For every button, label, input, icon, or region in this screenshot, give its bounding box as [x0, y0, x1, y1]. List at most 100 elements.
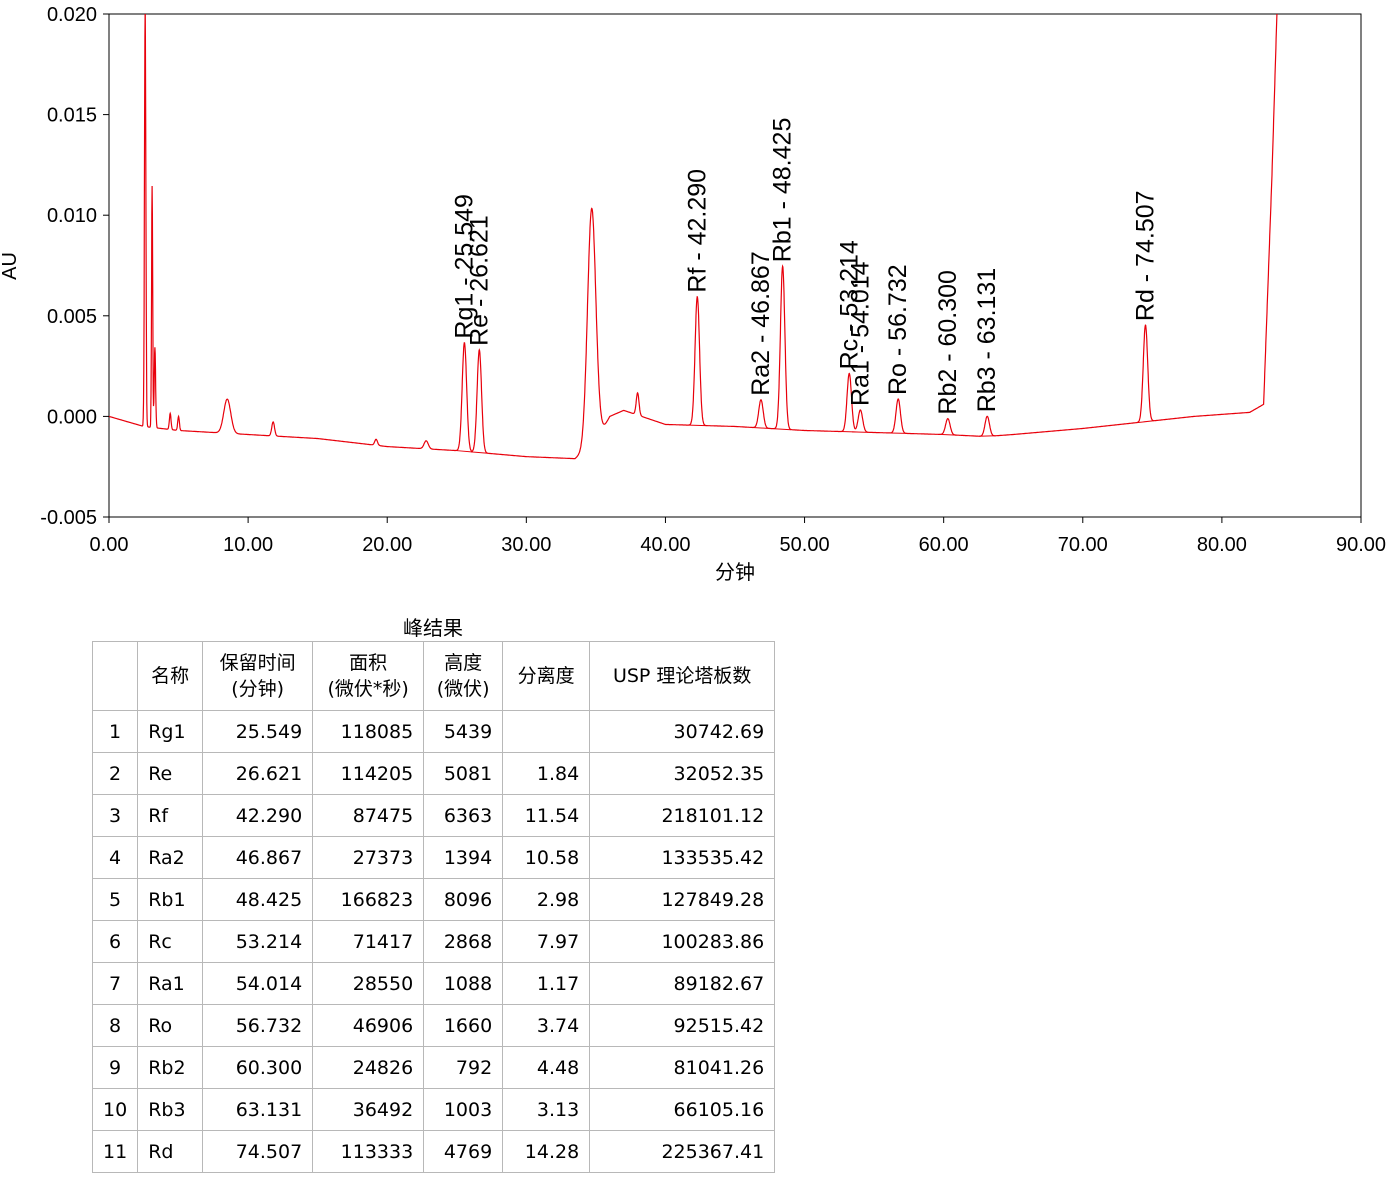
cell-area: 27373 [312, 836, 425, 879]
peak-label-rb2: Rb2 - 60.300 [934, 270, 962, 415]
header-plates: USP 理论塔板数 [589, 641, 776, 711]
cell-plates: 81041.26 [589, 1046, 776, 1089]
peak-baseline-rb2 [939, 433, 957, 436]
header-name: 名称 [137, 641, 204, 711]
cell-index: 9 [91, 1046, 139, 1089]
cell-rt: 46.867 [202, 836, 314, 879]
cell-resolution: 2.98 [502, 878, 591, 921]
cell-height: 8096 [423, 878, 504, 921]
cell-name: Rb3 [137, 1088, 204, 1131]
x-tick-label: 90.00 [1336, 534, 1386, 556]
cell-rt: 25.549 [202, 710, 314, 753]
cell-rt: 53.214 [202, 920, 314, 963]
cell-index: 2 [91, 752, 139, 795]
cell-plates: 218101.12 [589, 794, 776, 837]
cell-plates: 92515.42 [589, 1004, 776, 1047]
cell-area: 71417 [312, 920, 425, 963]
cell-name: Ro [137, 1004, 204, 1047]
peak-label-rg1: Rg1 - 25.549 [450, 194, 478, 339]
cell-height: 6363 [423, 794, 504, 837]
header-retention-time-line1: 保留时间 [219, 652, 296, 674]
y-tick-label: 0.000 [47, 406, 97, 428]
cell-height: 1003 [423, 1088, 504, 1131]
cell-rt: 54.014 [202, 962, 314, 1005]
table-row: 7 Ra1 54.014 28550 1088 1.17 89182.67 [91, 962, 776, 1005]
cell-height: 4769 [423, 1130, 504, 1173]
table-row: 2 Re 26.621 114205 5081 1.84 32052.35 [91, 752, 776, 795]
cell-rt: 26.621 [202, 752, 314, 795]
peak-label-ra1: Ra1 - 54.014 [846, 261, 874, 406]
y-axis: -0.005 0.000 0.005 0.010 0.015 0.020 [40, 4, 109, 529]
table-row: 6 Rc 53.214 71417 2868 7.97 100283.86 [91, 920, 776, 963]
y-tick-label: -0.005 [40, 507, 97, 529]
cell-index: 8 [91, 1004, 139, 1047]
cell-name: Rf [137, 794, 204, 837]
x-axis: 0.00 10.00 20.00 30.00 40.00 50.00 60.00 70.00 8… [90, 517, 1386, 556]
cell-rt: 74.507 [202, 1130, 314, 1173]
x-tick-label: 70.00 [1058, 534, 1108, 556]
x-tick-label: 10.00 [223, 534, 273, 556]
cell-area: 114205 [312, 752, 425, 795]
table-row: 9 Rb2 60.300 24826 792 4.48 81041.26 [91, 1046, 776, 1089]
table-row: 4 Ra2 46.867 27373 1394 10.58 133535.42 [91, 836, 776, 879]
cell-name: Ra2 [137, 836, 204, 879]
x-tick-label: 30.00 [501, 534, 551, 556]
peak-baseline-rd [1137, 420, 1154, 424]
peak-label-rc: Rc - 53.214 [835, 240, 863, 369]
peak-baseline-rb1 [774, 428, 792, 431]
cell-resolution: 1.17 [502, 962, 591, 1005]
cell-rt: 42.290 [202, 794, 314, 837]
y-axis-title: AU [0, 252, 21, 280]
cell-plates: 225367.41 [589, 1130, 776, 1173]
peak-label-ra2: Ra2 - 46.867 [747, 251, 775, 396]
peak-label-re: Re - 26.621 [465, 215, 493, 346]
cell-name: Ra1 [137, 962, 204, 1005]
cell-height: 1088 [423, 962, 504, 1005]
cell-name: Rc [137, 920, 204, 963]
cell-area: 36492 [312, 1088, 425, 1131]
cell-area: 118085 [312, 710, 425, 753]
cell-height: 5081 [423, 752, 504, 795]
cell-plates: 133535.42 [589, 836, 776, 879]
cell-height: 5439 [423, 710, 504, 753]
peak-label-rf: Rf - 42.290 [683, 169, 711, 293]
cell-plates: 89182.67 [589, 962, 776, 1005]
peak-label-rb1: Rb1 - 48.425 [769, 118, 797, 263]
cell-area: 87475 [312, 794, 425, 837]
table-row: 10 Rb3 63.131 36492 1003 3.13 66105.16 [91, 1088, 776, 1131]
cell-name: Rb2 [137, 1046, 204, 1089]
x-tick-label: 0.00 [90, 534, 129, 556]
peak-label-rb3: Rb3 - 63.131 [973, 268, 1001, 413]
table-header-row: 名称 保留时间 (分钟) 面积 (微伏*秒) 高度 (微伏) 分离度 USP 理… [91, 641, 776, 711]
cell-area: 28550 [312, 962, 425, 1005]
cell-resolution: 4.48 [502, 1046, 591, 1089]
table-row: 1 Rg1 25.549 118085 5439 30742.69 [91, 710, 776, 753]
header-retention-time: 保留时间 (分钟) [202, 641, 314, 711]
peak-baseline-rg1 [456, 450, 473, 453]
cell-resolution: 14.28 [502, 1130, 591, 1173]
header-index [91, 641, 139, 711]
cell-resolution: 11.54 [502, 794, 591, 837]
cell-plates: 32052.35 [589, 752, 776, 795]
peak-baselines [456, 420, 1154, 454]
cell-index: 6 [91, 920, 139, 963]
peak-baseline-re [470, 451, 488, 454]
table-row: 3 Rf 42.290 87475 6363 11.54 218101.12 [91, 794, 776, 837]
cell-index: 10 [91, 1088, 139, 1131]
x-axis-title: 分钟 [715, 561, 755, 584]
peak-label-ro: Ro - 56.732 [884, 264, 912, 395]
cell-rt: 63.131 [202, 1088, 314, 1131]
y-tick-label: 0.010 [47, 205, 97, 227]
header-area: 面积 (微伏*秒) [312, 641, 425, 711]
table-row: 8 Ro 56.732 46906 1660 3.74 92515.42 [91, 1004, 776, 1047]
cell-resolution: 7.97 [502, 920, 591, 963]
x-tick-label: 50.00 [780, 534, 830, 556]
cell-index: 4 [91, 836, 139, 879]
cell-plates: 66105.16 [589, 1088, 776, 1131]
cell-height: 1660 [423, 1004, 504, 1047]
cell-area: 113333 [312, 1130, 425, 1173]
cell-rt: 48.425 [202, 878, 314, 921]
cell-height: 2868 [423, 920, 504, 963]
cell-name: Re [137, 752, 204, 795]
plot-area [108, 13, 1362, 518]
